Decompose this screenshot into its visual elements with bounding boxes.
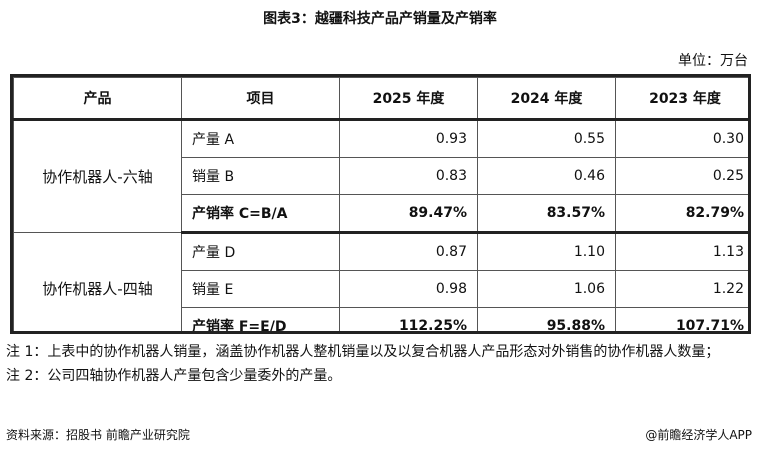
data-table: 产品 项目 2025 年度 2024 年度 2023 年度 协作机器人-六轴 产… — [10, 74, 751, 334]
item-cell: 产量 D — [181, 232, 340, 271]
item-cell: 销量 E — [181, 270, 340, 308]
brand-label: @前瞻经济学人APP — [645, 428, 752, 442]
value-cell: 0.93 — [339, 119, 478, 158]
footnote-1: 注 1：上表中的协作机器人销量，涵盖协作机器人整机销量以及以复合机器人产品形态对… — [6, 344, 720, 360]
value-cell: 107.71% — [615, 307, 748, 331]
table-row: 协作机器人-六轴 产量 A 0.93 0.55 0.30 — [13, 119, 748, 233]
source-note: 资料来源：招股书 前瞻产业研究院 — [6, 428, 190, 442]
value-cell: 1.22 — [615, 270, 748, 308]
header-item: 项目 — [181, 77, 340, 121]
table-header-row: 产品 项目 2025 年度 2024 年度 2023 年度 — [13, 77, 748, 121]
footnote-2: 注 2：公司四轴协作机器人产量包含少量委外的产量。 — [6, 368, 342, 384]
header-2024: 2024 年度 — [477, 77, 616, 121]
value-cell: 1.13 — [615, 232, 748, 271]
value-cell: 89.47% — [339, 194, 478, 234]
table-row: 协作机器人-四轴 产量 D 0.87 1.10 1.13 — [13, 232, 748, 331]
value-cell: 83.57% — [477, 194, 616, 234]
header-2023: 2023 年度 — [615, 77, 748, 121]
value-cell: 112.25% — [339, 307, 478, 331]
value-cell: 1.10 — [477, 232, 616, 271]
header-2025: 2025 年度 — [339, 77, 478, 121]
table-row: 产销率 F=E/D 112.25% 95.88% 107.71% — [14, 307, 748, 331]
product-cell: 协作机器人-四轴 — [13, 232, 182, 331]
footnotes: 注 1：上表中的协作机器人销量，涵盖协作机器人整机销量以及以复合机器人产品形态对… — [6, 340, 756, 388]
value-cell: 0.87 — [339, 232, 478, 271]
value-cell: 1.06 — [477, 270, 616, 308]
value-cell: 0.55 — [477, 119, 616, 158]
value-cell: 0.46 — [477, 157, 616, 195]
table-row: 销量 B 0.83 0.46 0.25 — [14, 157, 748, 195]
figure-title: 图表3：越疆科技产品产销量及产销率 — [263, 11, 497, 27]
value-cell: 0.98 — [339, 270, 478, 308]
unit-label: 单位：万台 — [678, 53, 748, 69]
item-cell: 产量 A — [181, 119, 340, 158]
item-cell: 产销率 F=E/D — [181, 307, 340, 331]
value-cell: 0.25 — [615, 157, 748, 195]
value-cell: 82.79% — [615, 194, 748, 234]
value-cell: 0.83 — [339, 157, 478, 195]
value-cell: 0.30 — [615, 119, 748, 158]
product-cell: 协作机器人-六轴 — [13, 119, 182, 233]
item-cell: 销量 B — [181, 157, 340, 195]
header-product: 产品 — [13, 77, 182, 121]
value-cell: 95.88% — [477, 307, 616, 331]
table-row: 产销率 C=B/A 89.47% 83.57% 82.79% — [14, 194, 748, 234]
item-cell: 产销率 C=B/A — [181, 194, 340, 234]
